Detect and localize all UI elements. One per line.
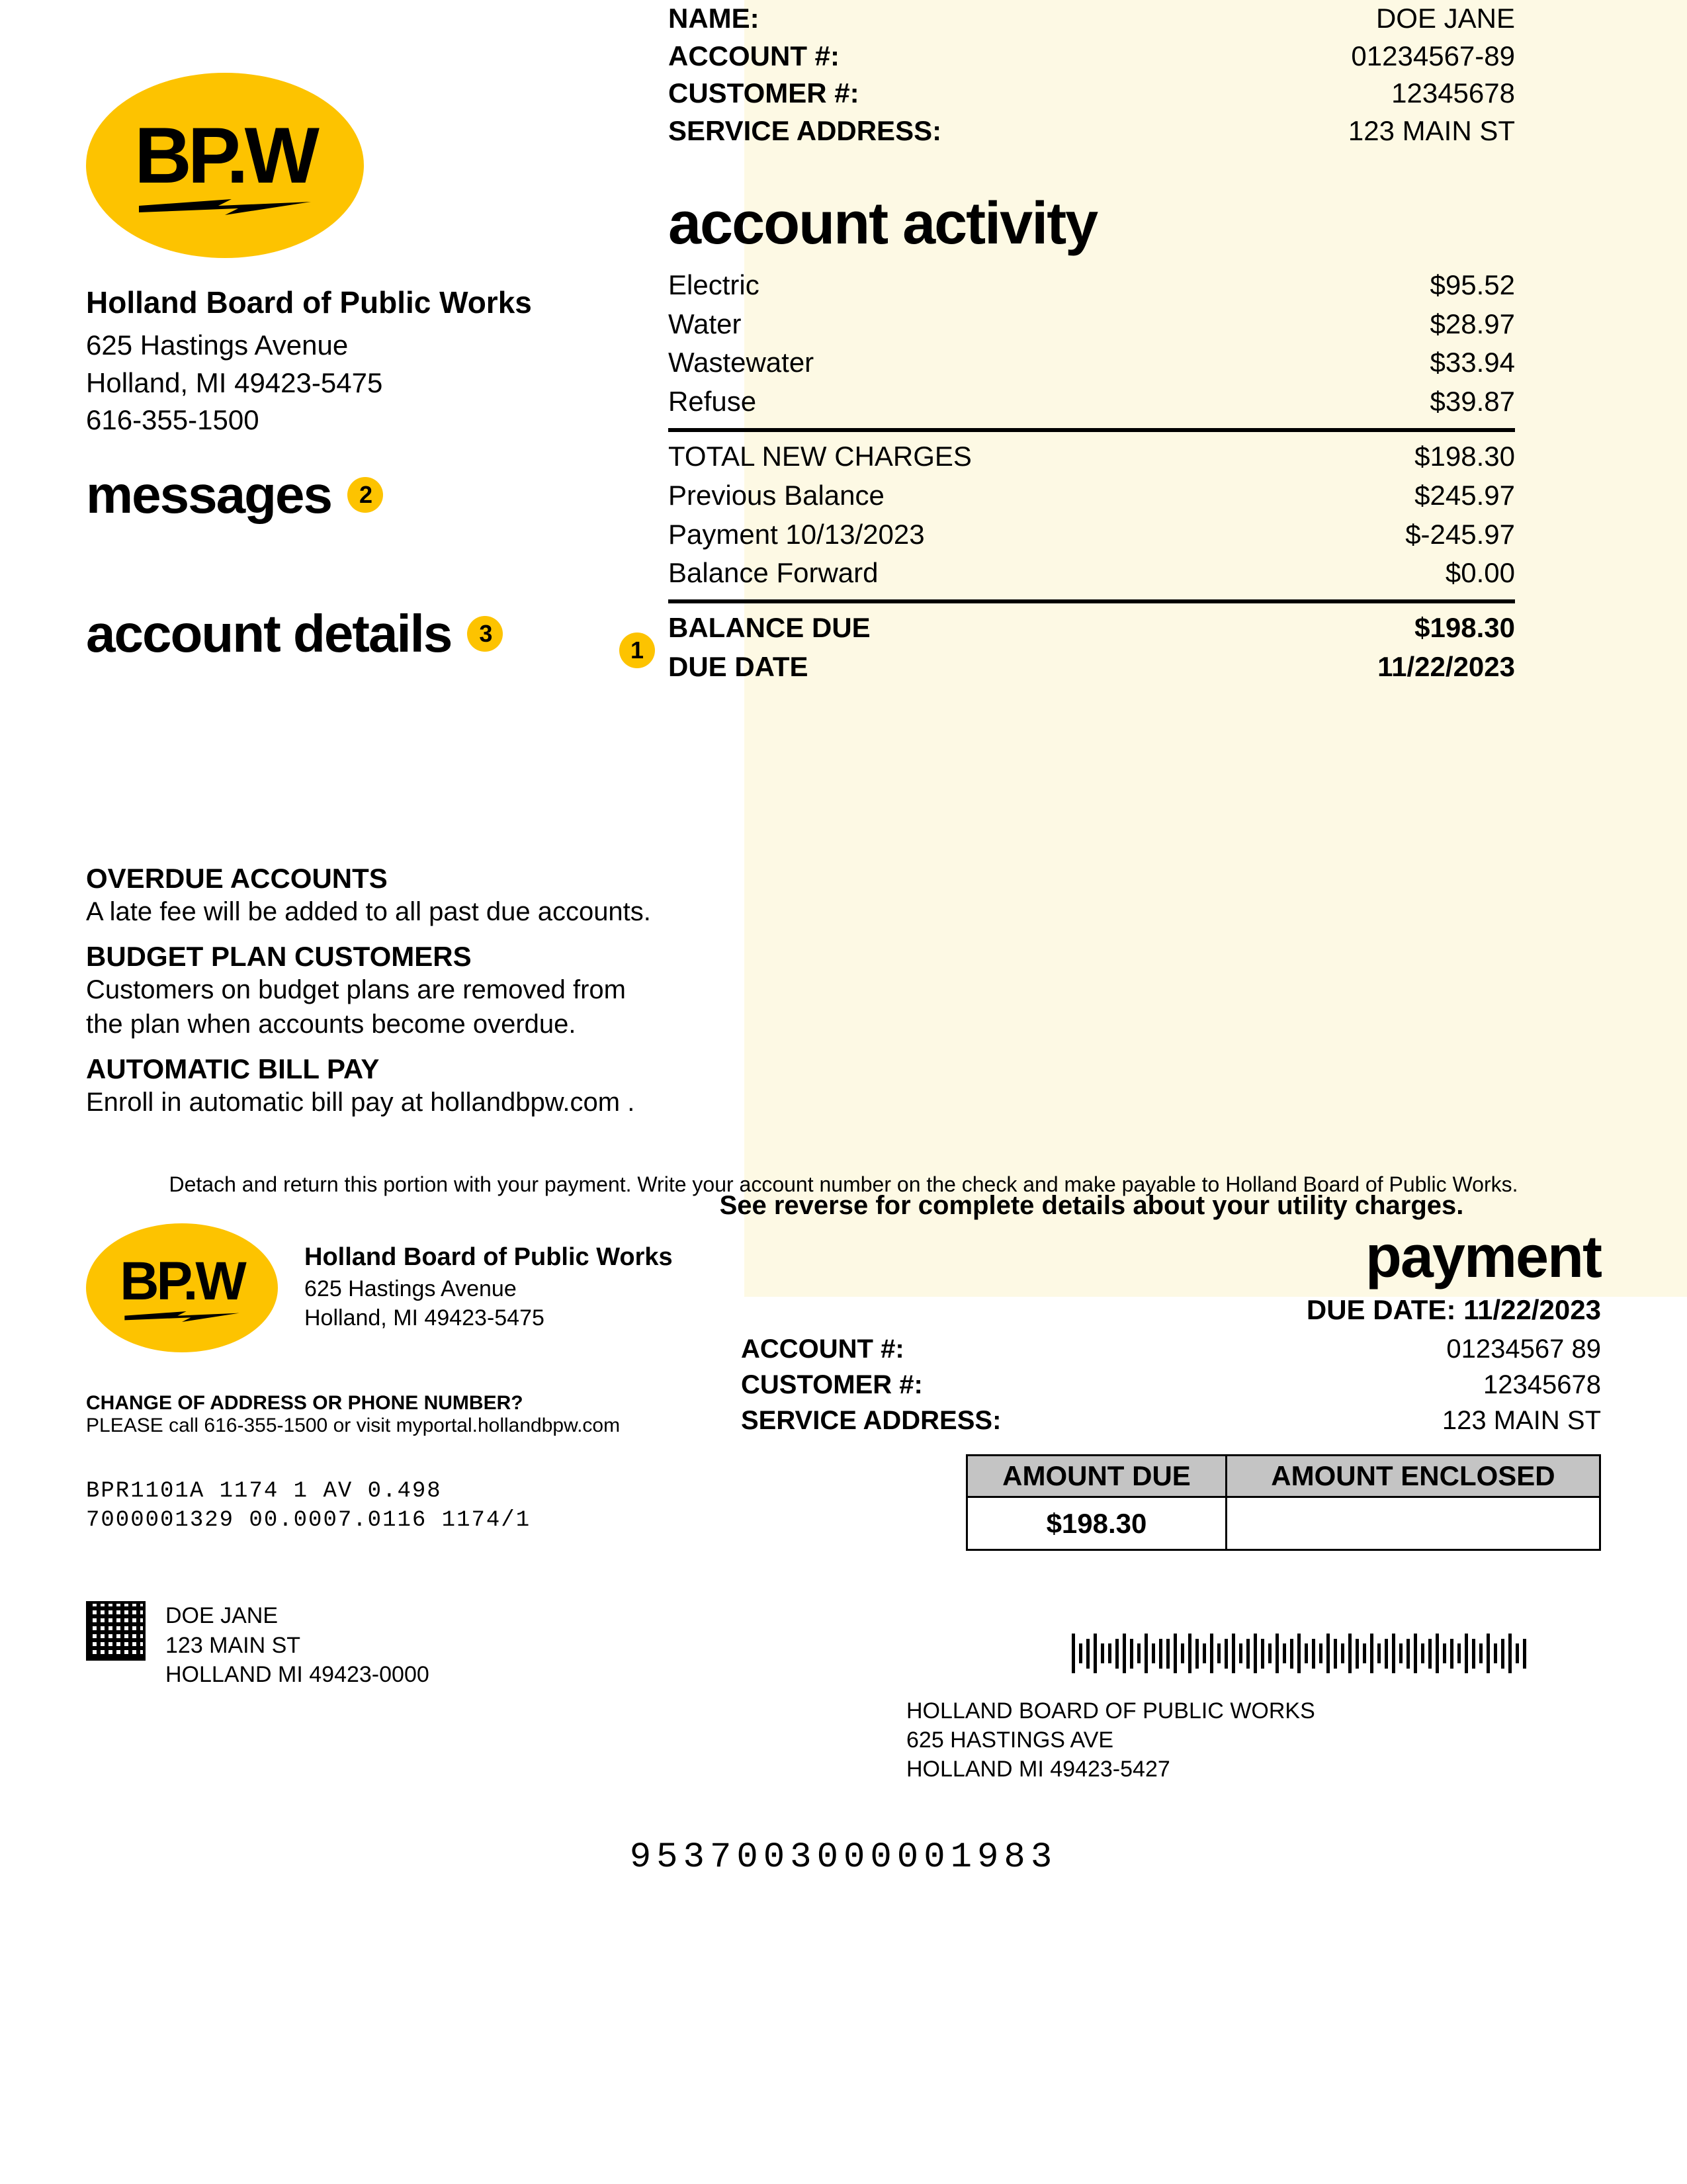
total-line: Previous Balance$245.97 — [668, 476, 1515, 515]
balance-due-value: $198.30 — [1414, 609, 1515, 648]
activity-line: Refuse$39.87 — [668, 382, 1515, 421]
balance-due-label: BALANCE DUE — [668, 609, 871, 648]
postal-barcode-icon — [1072, 1630, 1601, 1677]
overdue-title: OVERDUE ACCOUNTS — [86, 863, 668, 895]
stub-account-label: ACCOUNT #: — [741, 1331, 904, 1367]
total-line: Balance Forward$0.00 — [668, 554, 1515, 593]
payment-stub: Detach and return this portion with your… — [86, 1172, 1601, 1878]
stub-account-value: 01234567 89 — [1446, 1331, 1601, 1367]
payment-heading: payment — [741, 1223, 1601, 1291]
change-address-text: PLEASE call 616-355-1500 or visit myport… — [86, 1415, 708, 1437]
name-value: DOE JANE — [1376, 0, 1515, 38]
account-details-label: account details — [86, 603, 451, 664]
amount-table: AMOUNT DUE AMOUNT ENCLOSED $198.30 — [966, 1454, 1601, 1551]
stub-company-block: BP.W Holland Board of Public Works 625 H… — [86, 1223, 708, 1352]
customer-number-value: 12345678 — [1391, 75, 1515, 112]
total-line: Payment 10/13/2023$-245.97 — [668, 515, 1515, 554]
lightning-bolt-icon — [122, 1311, 241, 1322]
from-name: DOE JANE — [165, 1601, 429, 1630]
amount-enclosed-header: AMOUNT ENCLOSED — [1226, 1456, 1600, 1497]
account-activity-heading: account activity — [668, 190, 1515, 258]
overdue-text: A late fee will be added to all past due… — [86, 895, 668, 929]
balance-badge: 1 — [619, 633, 655, 668]
messages-section-heading: messages 2 — [86, 464, 383, 525]
detach-instructions: Detach and return this portion with your… — [86, 1172, 1601, 1197]
stub-company-logo: BP.W — [86, 1223, 278, 1352]
ocr-scan-line: 9537003000001983 — [86, 1837, 1601, 1878]
stub-due-date: DUE DATE: 11/22/2023 — [741, 1294, 1601, 1326]
service-address-value: 123 MAIN ST — [1348, 112, 1515, 150]
mail-to-address: HOLLAND BOARD OF PUBLIC WORKS 625 HASTIN… — [906, 1696, 1601, 1784]
logo-text: BP.W — [134, 116, 316, 195]
stub-company-name: Holland Board of Public Works — [304, 1243, 673, 1272]
divider — [668, 599, 1515, 603]
due-date-row: DUE DATE 11/22/2023 — [668, 648, 1515, 687]
account-number-value: 01234567-89 — [1351, 38, 1515, 75]
to-name: HOLLAND BOARD OF PUBLIC WORKS — [906, 1696, 1601, 1725]
stub-customer-label: CUSTOMER #: — [741, 1367, 923, 1403]
account-number-label: ACCOUNT #: — [668, 38, 840, 75]
stub-customer-value: 12345678 — [1483, 1367, 1601, 1403]
budget-text: Customers on budget plans are removed fr… — [86, 973, 668, 1041]
account-notes: OVERDUE ACCOUNTS A late fee will be adde… — [86, 863, 668, 1119]
due-date-label: DUE DATE — [668, 648, 808, 687]
to-city: HOLLAND MI 49423-5427 — [906, 1755, 1601, 1784]
activity-line: Electric$95.52 — [668, 266, 1515, 305]
account-details-badge: 3 — [467, 616, 503, 652]
account-details-heading: account details 3 — [86, 603, 503, 664]
amount-enclosed-value — [1226, 1497, 1600, 1550]
from-city: HOLLAND MI 49423-0000 — [165, 1660, 429, 1689]
amount-due-header: AMOUNT DUE — [967, 1456, 1227, 1497]
datamatrix-barcode-icon — [86, 1601, 146, 1661]
name-label: NAME: — [668, 0, 759, 38]
customer-number-label: CUSTOMER #: — [668, 75, 859, 112]
stub-account-info: ACCOUNT #: 01234567 89 CUSTOMER #: 12345… — [741, 1331, 1601, 1438]
autopay-title: AUTOMATIC BILL PAY — [86, 1053, 668, 1085]
total-line: TOTAL NEW CHARGES$198.30 — [668, 437, 1515, 476]
activity-line: Water$28.97 — [668, 305, 1515, 344]
balance-due-row: BALANCE DUE $198.30 — [668, 609, 1515, 648]
change-address-title: CHANGE OF ADDRESS OR PHONE NUMBER? — [86, 1392, 708, 1415]
return-address-block: DOE JANE 123 MAIN ST HOLLAND MI 49423-00… — [86, 1601, 708, 1689]
change-address-note: CHANGE OF ADDRESS OR PHONE NUMBER? PLEAS… — [86, 1392, 708, 1437]
amount-due-value: $198.30 — [967, 1497, 1227, 1550]
stub-company-city: Holland, MI 49423-5475 — [304, 1303, 673, 1332]
service-address-label: SERVICE ADDRESS: — [668, 112, 941, 150]
stub-service-addr-value: 123 MAIN ST — [1442, 1403, 1601, 1438]
divider — [668, 428, 1515, 432]
messages-label: messages — [86, 464, 331, 525]
mailing-codes: BPR1101A 1174 1 AV 0.498 7000001329 00.0… — [86, 1477, 708, 1535]
company-logo: BP.W — [86, 73, 364, 258]
activity-line: Wastewater$33.94 — [668, 343, 1515, 382]
due-date-value: 11/22/2023 — [1377, 648, 1515, 687]
stub-service-addr-label: SERVICE ADDRESS: — [741, 1403, 1001, 1438]
lightning-bolt-icon — [139, 199, 311, 215]
account-info-block: NAME: DOE JANE ACCOUNT #: 01234567-89 CU… — [668, 0, 1515, 687]
stub-company-street: 625 Hastings Avenue — [304, 1274, 673, 1303]
from-street: 123 MAIN ST — [165, 1631, 429, 1660]
autopay-text: Enroll in automatic bill pay at hollandb… — [86, 1085, 668, 1119]
messages-badge: 2 — [347, 477, 383, 513]
to-street: 625 HASTINGS AVE — [906, 1725, 1601, 1755]
budget-title: BUDGET PLAN CUSTOMERS — [86, 941, 668, 973]
